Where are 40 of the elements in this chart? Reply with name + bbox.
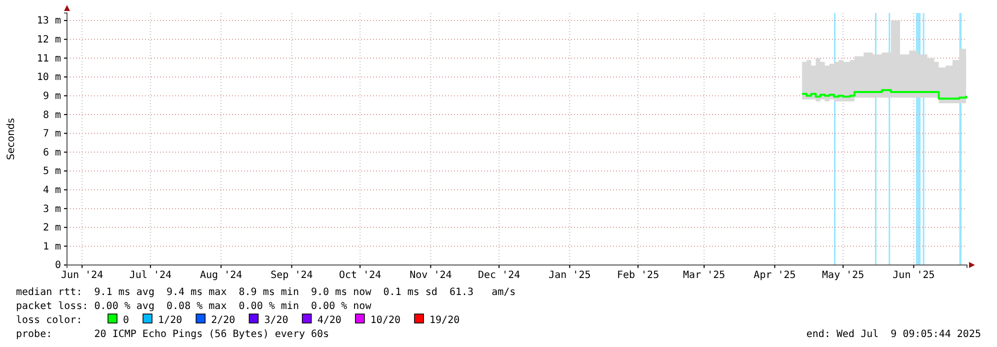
legend-label: 0 [123,315,130,326]
legend-label: 19/20 [430,315,460,326]
y-tick-label: 6 m [42,147,61,158]
legend-label: 1/20 [158,315,182,326]
x-tick-label: Jan '25 [548,270,591,282]
y-tick-label: 11 m [36,53,61,64]
legend-label: 2/20 [211,315,236,326]
y-tick-label: 13 m [36,16,61,27]
y-tick-label: 2 m [42,222,61,234]
legend-label: 4/20 [317,315,342,326]
x-tick-label: Sep '24 [270,270,313,282]
y-tick-label: 1 m [42,241,61,252]
x-tick-label: Oct '24 [338,270,382,282]
text: end: Wed Jul 9 09:05:44 2025 [806,329,981,340]
x-tick-label: May '25 [822,270,864,282]
y-tick-label: 8 m [42,110,61,121]
x-tick-label: Nov '24 [410,270,452,282]
x-tick-label: Jul '24 [129,270,172,282]
text: median rtt: 9.1 ms avg 9.4 ms max 8.9 ms min 9.0 ms now 0.1 ms sd 61.3 am/s [16,287,516,298]
x-tick-label: Apr '25 [754,270,796,282]
x-tick-label: Mar '25 [683,270,726,282]
y-tick-label: 12 m [36,34,61,46]
y-tick-label: 10 m [36,72,61,84]
y-tick-label: 7 m [42,128,61,140]
y-tick-label: 0 [54,260,61,272]
legend-label: 3/20 [264,315,288,326]
x-tick-label: Jun '24 [61,270,104,282]
x-tick-label: Jun '25 [892,270,935,282]
y-tick-label: 5 m [42,166,61,178]
legend-title: loss color: [16,315,82,326]
x-tick-label: Dec '24 [478,270,520,282]
text: packet loss: 0.00 % avg 0.08 % max 0.00 % min 0.00 % now [16,301,372,312]
y-axis-title: Seconds [6,118,17,160]
x-tick-label: Aug '24 [200,270,242,282]
y-tick-label: 9 m [42,90,61,102]
y-tick-label: 3 m [42,204,61,215]
text: probe: 20 ICMP Echo Pings (56 Bytes) every 60s [16,329,330,340]
y-tick-label: 4 m [42,184,61,196]
x-tick-label: Feb '25 [616,270,660,282]
legend-label: 10/20 [370,315,401,326]
